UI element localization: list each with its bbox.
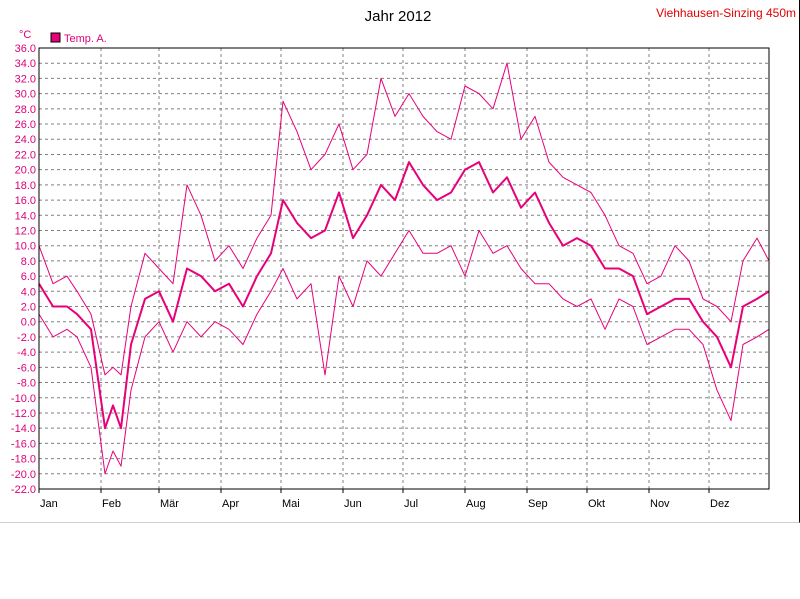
series-line-mean: [38, 161, 770, 430]
y-tick-label: 32.0: [15, 73, 36, 85]
y-tick-label: -2.0: [17, 332, 36, 344]
x-tick-label: Aug: [466, 498, 486, 510]
y-tick-label: -18.0: [11, 454, 36, 466]
y-tick-label: 8.0: [21, 256, 36, 268]
x-tick-label: Okt: [588, 498, 605, 510]
series-line-max: [38, 62, 770, 376]
x-tick-label: Jan: [40, 498, 58, 510]
y-tick-label: -12.0: [11, 408, 36, 420]
x-tick-label: Dez: [710, 498, 730, 510]
y-tick-label: 12.0: [15, 225, 36, 237]
x-tick-label: Mär: [160, 498, 179, 510]
empty-area: [0, 523, 800, 599]
y-tick-label: 10.0: [15, 241, 36, 253]
x-tick-label: Nov: [650, 498, 670, 510]
y-tick-label: -4.0: [17, 347, 36, 359]
y-tick-label: -16.0: [11, 438, 36, 450]
x-tick-label: Feb: [102, 498, 121, 510]
series-lines: [38, 62, 770, 475]
y-axis-ticks: 36.0 34.0 32.0 30.0 28.0 26.0 24.0 22.0 20.0 18.0…: [11, 43, 36, 496]
y-tick-label: 14.0: [15, 210, 36, 222]
x-tick-label: Jul: [404, 498, 418, 510]
x-tick-label: Jun: [344, 498, 362, 510]
legend-swatch: [50, 32, 61, 43]
y-tick-label: -8.0: [17, 378, 36, 390]
plot-border: [38, 47, 770, 490]
chart-window: Jahr 2012 Viehhausen-Sinzing 450m °C Tem…: [0, 0, 800, 523]
y-tick-label: 20.0: [15, 165, 36, 177]
y-tick-label: 28.0: [15, 104, 36, 116]
y-tick-label: -6.0: [17, 362, 36, 374]
y-tick-label: 24.0: [15, 134, 36, 146]
x-axis-ticks: Jan Feb Mär Apr Mai Jun Jul Aug Sep Okt Nov Dez: [38, 489, 730, 510]
y-tick-label: 36.0: [15, 43, 36, 55]
y-tick-label: 16.0: [15, 195, 36, 207]
y-axis-unit: °C: [19, 29, 31, 41]
y-tick-label: 18.0: [15, 180, 36, 192]
y-tick-label: 6.0: [21, 271, 36, 283]
y-tick-label: -10.0: [11, 393, 36, 405]
y-tick-label: -22.0: [11, 484, 36, 496]
y-tick-label: 0.0: [21, 317, 36, 329]
y-tick-label: -14.0: [11, 423, 36, 435]
legend: Temp. A.: [50, 32, 107, 45]
x-tick-label: Apr: [222, 498, 239, 510]
chart-title: Jahr 2012: [365, 8, 432, 25]
grid: [39, 48, 769, 489]
y-tick-label: 30.0: [15, 89, 36, 101]
series-line-min: [38, 230, 770, 475]
legend-label: Temp. A.: [64, 33, 107, 45]
y-tick-label: -20.0: [11, 469, 36, 481]
station-label: Viehhausen-Sinzing 450m: [656, 6, 796, 20]
x-tick-label: Sep: [528, 498, 548, 510]
y-tick-label: 2.0: [21, 302, 36, 314]
temperature-chart: Jahr 2012 Viehhausen-Sinzing 450m °C Tem…: [11, 6, 796, 510]
y-tick-label: 4.0: [21, 286, 36, 298]
y-tick-label: 26.0: [15, 119, 36, 131]
x-tick-label: Mai: [282, 498, 300, 510]
y-tick-label: 22.0: [15, 149, 36, 161]
y-tick-label: 34.0: [15, 58, 36, 70]
